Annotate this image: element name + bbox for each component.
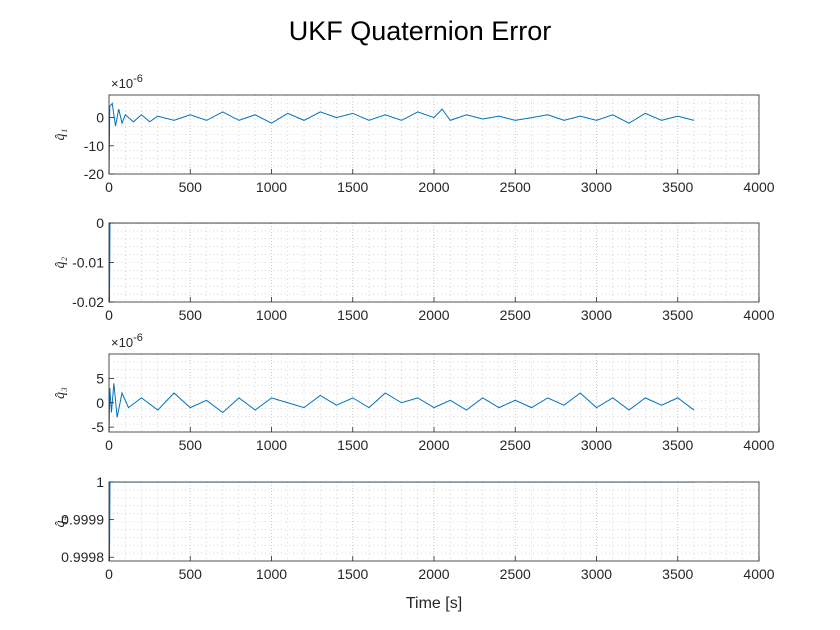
x-tick-label: 500 — [179, 179, 203, 195]
y-tick-label: 0 — [96, 395, 104, 411]
x-tick-label: 3000 — [581, 307, 612, 323]
y-exponent-power: -6 — [133, 332, 143, 344]
y-tick-label: -0.01 — [72, 255, 104, 271]
x-tick-label: 0 — [105, 179, 113, 195]
x-tick-label: 3500 — [662, 179, 693, 195]
y-exponent-power: -6 — [133, 73, 143, 85]
y-axis-label: q̂₄ — [53, 515, 68, 527]
x-tick-label: 4000 — [743, 437, 774, 453]
x-tick-label: 2500 — [500, 566, 531, 582]
y-exponent-label: ×10-6 — [111, 332, 143, 350]
y-tick-label: -0.02 — [72, 294, 104, 310]
y-exponent-base: ×10 — [111, 76, 133, 91]
y-tick-label: 0 — [96, 215, 104, 231]
subplot-4: 0 500 1000 1500 2000 2500 3000 3500 4000 1 0.9999 0… — [53, 474, 775, 582]
x-tick-label: 3000 — [581, 179, 612, 195]
x-tick-label: 2000 — [418, 179, 449, 195]
figure-title: UKF Quaternion Error — [289, 16, 552, 46]
y-tick-label: -20 — [84, 166, 104, 182]
x-axis-label: Time [s] — [406, 595, 462, 612]
subplot-1: 0 500 1000 1500 2000 2500 3000 3500 4000 0 -10 -20 q… — [53, 73, 775, 195]
x-tick-label: 3500 — [662, 307, 693, 323]
x-tick-label: 3000 — [581, 437, 612, 453]
x-tick-label: 3500 — [662, 566, 693, 582]
x-tick-label: 1000 — [256, 307, 287, 323]
y-tick-label: 1 — [96, 474, 104, 490]
x-tick-label: 2000 — [418, 437, 449, 453]
x-tick-label: 0 — [105, 437, 113, 453]
x-tick-label: 4000 — [743, 179, 774, 195]
x-tick-label: 1500 — [337, 307, 368, 323]
subplots: 0 500 1000 1500 2000 2500 3000 3500 40000-10-20q… — [53, 73, 775, 582]
y-tick-label: 5 — [96, 370, 104, 386]
y-exponent-label: ×10-6 — [111, 73, 143, 91]
y-axis-label: q̂₁ — [53, 129, 68, 141]
x-tick-label: 4000 — [743, 566, 774, 582]
y-axis-label: q̂₂ — [53, 256, 68, 268]
x-tick-label: 2500 — [500, 437, 531, 453]
x-tick-label: 3000 — [581, 566, 612, 582]
x-tick-label: 2000 — [418, 307, 449, 323]
subplot-2: 0 500 1000 1500 2000 2500 3000 3500 4000 0 -0.01 -0… — [53, 215, 775, 323]
x-tick-label: 2500 — [500, 307, 531, 323]
x-tick-label: 500 — [179, 437, 203, 453]
series-line-1 — [109, 383, 695, 432]
x-tick-label: 4000 — [743, 307, 774, 323]
x-tick-label: 2000 — [418, 566, 449, 582]
x-tick-label: 500 — [179, 566, 203, 582]
x-tick-label: 1000 — [256, 437, 287, 453]
x-tick-label: 1500 — [337, 566, 368, 582]
y-tick-label: -5 — [92, 419, 105, 435]
x-tick-label: 1500 — [337, 437, 368, 453]
y-tick-label: 0.9999 — [61, 512, 104, 528]
y-tick-label: -10 — [84, 138, 104, 154]
series-line-1 — [109, 482, 694, 561]
y-tick-label: 0.9998 — [61, 549, 104, 565]
series-line-1 — [109, 102, 695, 174]
subplot-3: 0 500 1000 1500 2000 2500 3000 3500 400050-5q̂₃×… — [53, 332, 775, 453]
x-tick-label: 500 — [179, 307, 203, 323]
x-tick-label: 0 — [105, 307, 113, 323]
x-tick-label: 3500 — [662, 437, 693, 453]
x-tick-label: 2500 — [500, 179, 531, 195]
x-tick-label: 0 — [105, 566, 113, 582]
x-tick-label: 1500 — [337, 179, 368, 195]
x-tick-label: 1000 — [256, 566, 287, 582]
x-tick-label: 1000 — [256, 179, 287, 195]
y-axis-label: q̂₃ — [53, 387, 68, 399]
y-tick-label: 0 — [96, 110, 104, 126]
y-exponent-base: ×10 — [111, 335, 133, 350]
